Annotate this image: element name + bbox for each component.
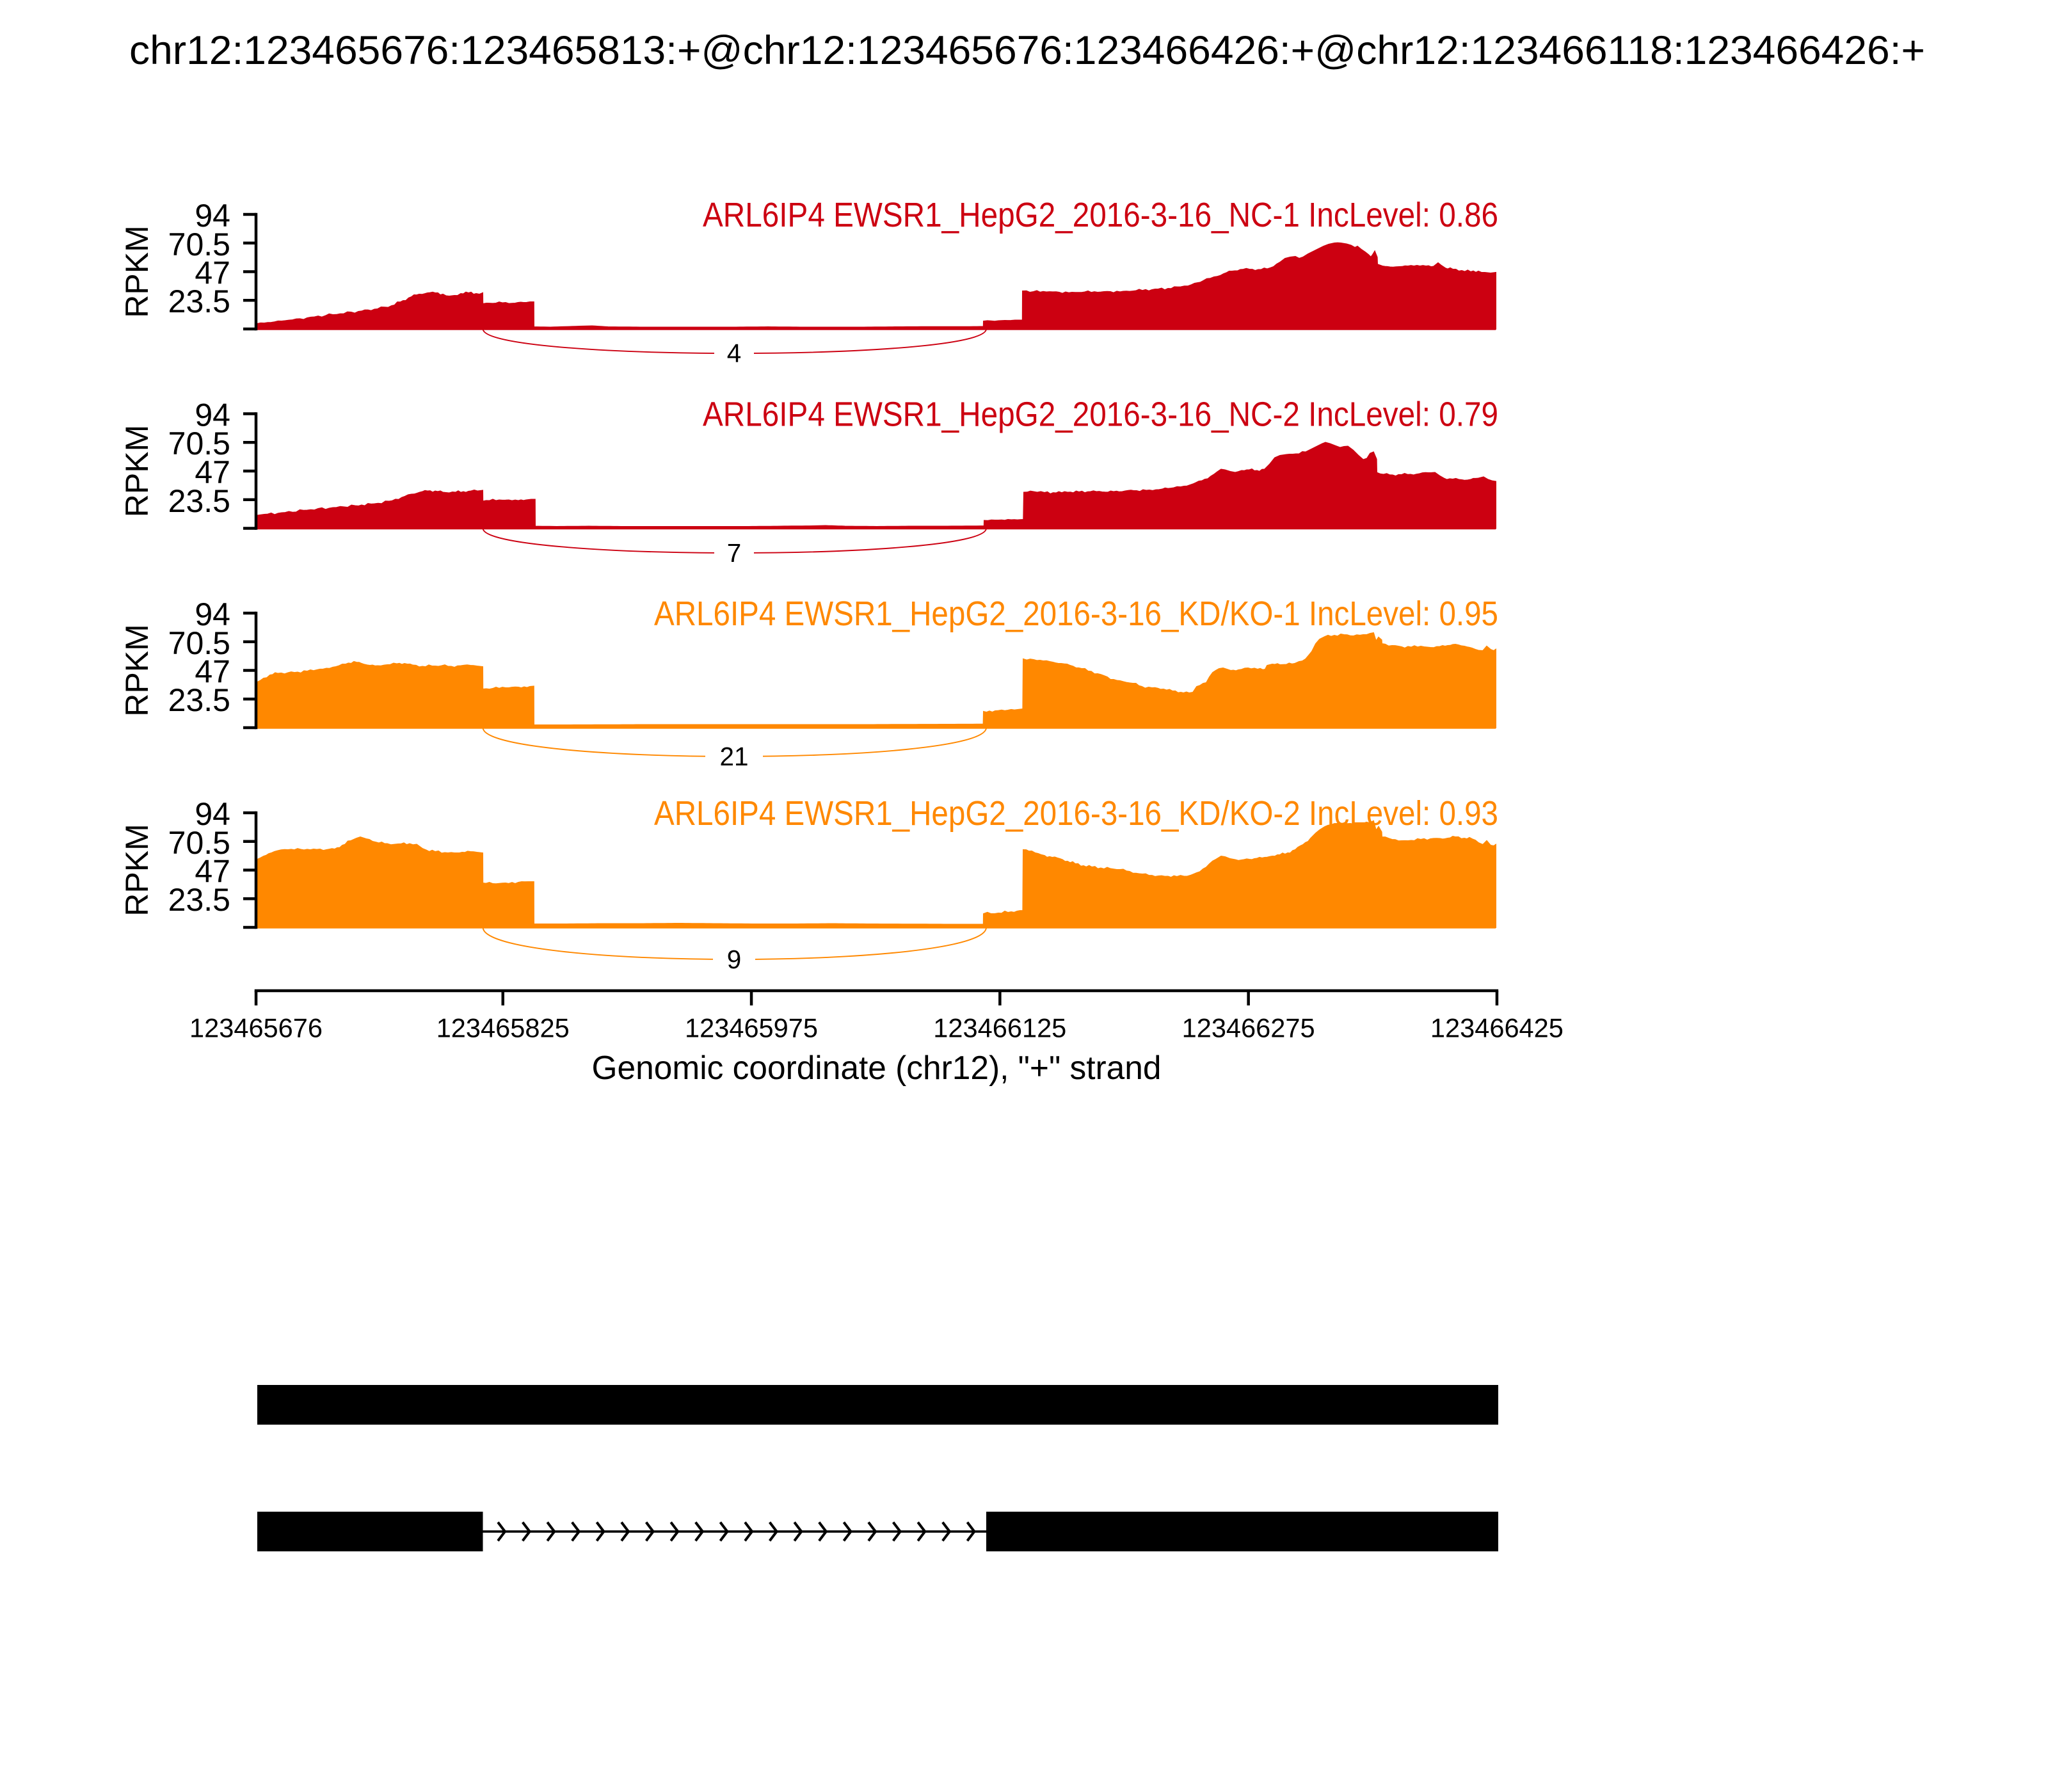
- svg-text:94: 94: [195, 397, 230, 433]
- svg-text:123465676: 123465676: [189, 1013, 323, 1043]
- svg-text:9: 9: [727, 945, 742, 974]
- svg-text:chr12:123465676:123465813:+@ch: chr12:123465676:123465813:+@chr12:123465…: [129, 28, 1925, 73]
- svg-text:ARL6IP4 EWSR1_HepG2_2016-3-16_: ARL6IP4 EWSR1_HepG2_2016-3-16_NC-2 IncLe…: [703, 396, 1498, 434]
- svg-text:RPKM: RPKM: [119, 824, 155, 916]
- svg-text:7: 7: [727, 538, 742, 568]
- svg-text:123466425: 123466425: [1430, 1013, 1564, 1043]
- svg-text:RPKM: RPKM: [119, 624, 155, 716]
- svg-text:23.5: 23.5: [168, 882, 230, 918]
- svg-text:123465975: 123465975: [685, 1013, 818, 1043]
- svg-text:70.5: 70.5: [168, 426, 230, 461]
- svg-text:Genomic coordinate (chr12), "+: Genomic coordinate (chr12), "+" strand: [592, 1049, 1162, 1086]
- svg-text:23.5: 23.5: [168, 682, 230, 718]
- svg-text:70.5: 70.5: [168, 625, 230, 661]
- svg-text:47: 47: [195, 255, 230, 291]
- svg-text:47: 47: [195, 454, 230, 490]
- svg-text:47: 47: [195, 654, 230, 690]
- svg-text:RPKM: RPKM: [119, 225, 155, 317]
- svg-text:23.5: 23.5: [168, 284, 230, 319]
- svg-text:70.5: 70.5: [168, 227, 230, 262]
- svg-text:ARL6IP4 EWSR1_HepG2_2016-3-16_: ARL6IP4 EWSR1_HepG2_2016-3-16_KD/KO-1 In…: [654, 595, 1498, 633]
- svg-text:123466125: 123466125: [933, 1013, 1066, 1043]
- svg-text:123465825: 123465825: [436, 1013, 570, 1043]
- svg-text:47: 47: [195, 854, 230, 890]
- svg-text:94: 94: [195, 796, 230, 832]
- svg-text:94: 94: [195, 198, 230, 234]
- svg-text:94: 94: [195, 596, 230, 632]
- svg-text:70.5: 70.5: [168, 825, 230, 861]
- svg-text:21: 21: [719, 742, 748, 771]
- svg-text:123466275: 123466275: [1182, 1013, 1315, 1043]
- svg-text:ARL6IP4 EWSR1_HepG2_2016-3-16_: ARL6IP4 EWSR1_HepG2_2016-3-16_KD/KO-2 In…: [654, 795, 1498, 833]
- svg-text:RPKM: RPKM: [119, 425, 155, 517]
- svg-text:23.5: 23.5: [168, 483, 230, 519]
- svg-text:ARL6IP4 EWSR1_HepG2_2016-3-16_: ARL6IP4 EWSR1_HepG2_2016-3-16_NC-1 IncLe…: [703, 196, 1498, 234]
- svg-text:4: 4: [727, 339, 742, 368]
